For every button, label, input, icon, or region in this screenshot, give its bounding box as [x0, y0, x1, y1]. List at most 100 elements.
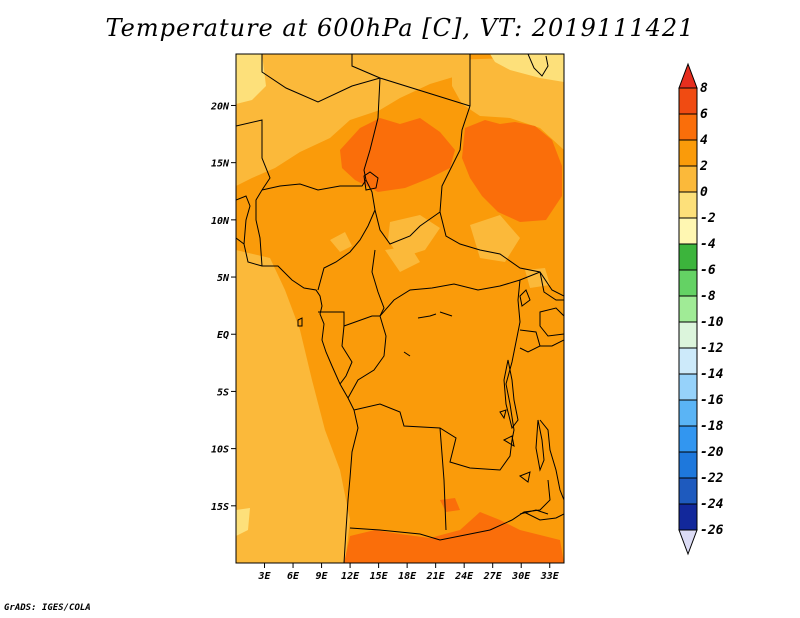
colorbar-bottom-arrow — [678, 529, 698, 556]
colorbar-level-label: -2 — [700, 211, 716, 226]
border-chad-car — [374, 209, 441, 245]
lon-tick-label: 6E — [287, 571, 300, 582]
chart-title: Temperature at 600hPa [C], VT: 201911142… — [105, 14, 695, 42]
river-congo-3 — [403, 351, 411, 357]
border-angola-zambia — [439, 427, 447, 531]
field-region-0-to-2 — [236, 54, 564, 563]
lat-tick-label: 5S — [217, 387, 229, 398]
colorbar-bin — [678, 113, 698, 141]
lon-tick-label: 30E — [511, 571, 531, 582]
border-angola-namibia — [349, 527, 491, 541]
bioko-island — [297, 317, 303, 327]
border-niger-chad — [363, 77, 381, 211]
colorbar-bin — [678, 451, 698, 479]
colorbar-bin — [678, 165, 698, 193]
lake-victoria — [539, 307, 564, 337]
lat-tick-label: 5N — [217, 273, 230, 284]
colorbar-level-label: -22 — [700, 471, 724, 486]
colorbar-level-label: 4 — [700, 133, 708, 148]
colorbar-level-label: -14 — [700, 367, 724, 382]
river-congo-1 — [417, 313, 437, 319]
border-burkina-togo — [236, 195, 251, 245]
lon-tick-label: 27E — [483, 571, 503, 582]
border-sudan-south — [439, 211, 564, 297]
lat-tick-label: 15N — [211, 159, 230, 170]
latitude-axis: 20N 15N 10N 5N EQ 5S 10S 15S — [210, 101, 236, 513]
colorbar-level-label: -18 — [700, 419, 724, 434]
lake-mweru — [502, 435, 515, 448]
coastline-west — [236, 237, 359, 563]
colorbar-bin — [678, 139, 698, 167]
colorbar-bin — [678, 399, 698, 427]
border-car-drc — [379, 271, 541, 317]
lake-kivu — [499, 409, 507, 420]
border-tanzania — [540, 339, 564, 347]
map-frame — [235, 53, 565, 564]
country-borders — [236, 54, 564, 563]
border-cameroon-car — [371, 249, 385, 317]
lon-tick-label: 12E — [341, 571, 360, 582]
border-chad-sudan — [439, 105, 471, 213]
colorbar-bin — [678, 347, 698, 375]
colorbar-level-label: 2 — [699, 159, 708, 174]
lat-tick-label: 10N — [211, 216, 230, 227]
colorbar-bin — [678, 373, 698, 401]
temperature-field — [236, 54, 564, 563]
field-region-minus2-to-0 — [236, 54, 564, 536]
colorbar-bin — [678, 295, 698, 323]
colorbar-level-label: -24 — [700, 497, 724, 512]
colorbar-bin — [678, 477, 698, 505]
lake-kariba — [519, 509, 549, 515]
longitude-axis: 3E 6E 9E 12E 15E 18E 21E 24E 27E 30E 33E — [257, 563, 560, 582]
border-congo-drc — [347, 315, 387, 399]
border-uganda-kenya — [539, 271, 564, 301]
lon-tick-label: 21E — [426, 571, 446, 582]
colorbar-level-label: 6 — [700, 107, 708, 122]
colorbar-level-label: -20 — [700, 445, 724, 460]
colorbar-level-label: 8 — [700, 81, 708, 96]
colorbar-bin — [678, 87, 698, 115]
lat-tick-label: 20N — [210, 101, 230, 112]
colorbar-bin — [678, 191, 698, 219]
border-gabon-congo — [339, 325, 353, 385]
colorbar-top-arrow — [678, 62, 698, 89]
colorbar-bin — [678, 425, 698, 453]
credit-label: GrADS: IGES/COLA — [4, 603, 91, 613]
colorbar-level-label: -6 — [700, 263, 716, 278]
colorbar-bin — [678, 217, 698, 245]
colorbar-bin — [678, 243, 698, 271]
border-libya-chad — [351, 54, 381, 79]
red-sea-coast — [527, 54, 549, 77]
border-mali-niger — [236, 119, 271, 191]
lat-tick-label: 15S — [211, 502, 229, 513]
lake-albert — [519, 289, 531, 307]
border-drc-angola — [353, 403, 513, 471]
colorbar: 8 6 4 2 0 -2 -4 -6 -8 -10 -12 -14 -16 -18 -20 -22 -24 -26 — [678, 62, 724, 556]
border-nigeria-cameroon — [317, 209, 376, 291]
river-congo-2 — [439, 311, 453, 317]
colorbar-level-label: -26 — [700, 523, 724, 538]
colorbar-level-label: -8 — [700, 289, 716, 304]
lake-tanganyika — [503, 359, 519, 430]
lon-tick-label: 3E — [257, 571, 271, 582]
lat-tick-label: 10S — [211, 445, 229, 456]
colorbar-level-label: -16 — [700, 393, 724, 408]
border-mozambique — [523, 511, 564, 521]
lake-bangweulu — [518, 471, 531, 483]
border-benin — [255, 189, 263, 267]
lon-tick-label: 15E — [370, 571, 389, 582]
lon-tick-label: 9E — [316, 571, 329, 582]
border-niger-nigeria — [261, 179, 367, 191]
colorbar-level-label: 0 — [700, 185, 708, 200]
border-drc-east — [505, 279, 521, 441]
colorbar-level-label: -4 — [700, 237, 716, 252]
lat-tick-label: EQ — [217, 330, 229, 341]
lake-chad — [363, 171, 379, 191]
colorbar-bin — [678, 269, 698, 297]
border-malawi — [539, 419, 564, 501]
lon-tick-label: 24E — [454, 571, 474, 582]
lon-tick-label: 33E — [540, 571, 560, 582]
colorbar-level-label: -12 — [700, 341, 724, 356]
colorbar-level-label: -10 — [700, 315, 724, 330]
